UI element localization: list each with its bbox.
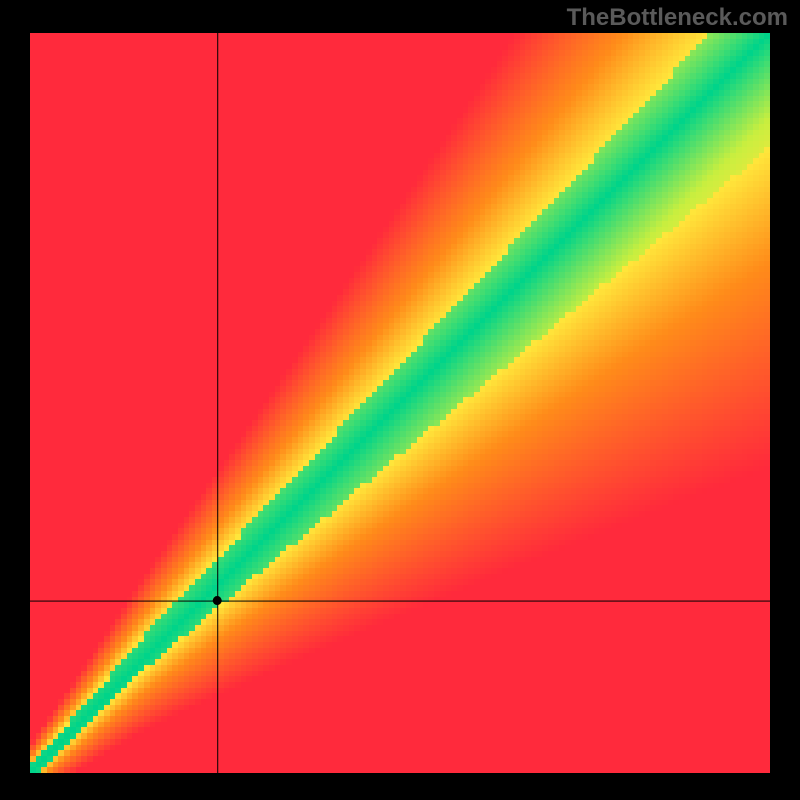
bottleneck-heatmap <box>30 33 770 773</box>
watermark-text: TheBottleneck.com <box>567 4 788 32</box>
